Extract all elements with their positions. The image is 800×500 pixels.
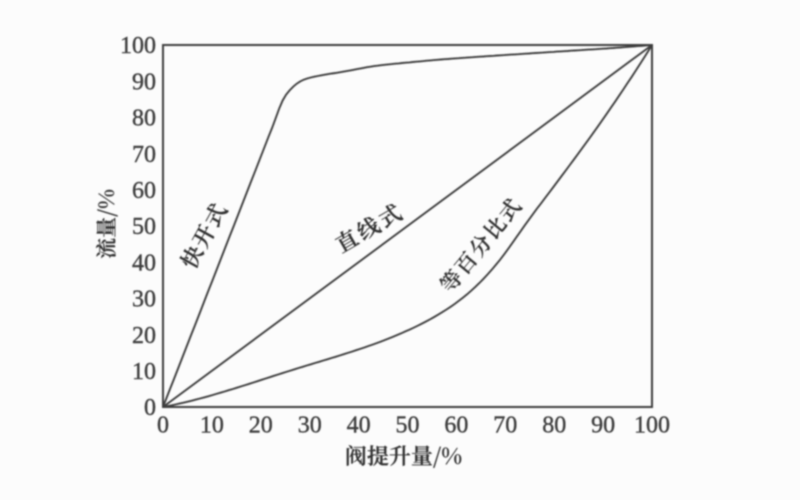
svg-text:50: 50 — [132, 214, 156, 240]
svg-text:10: 10 — [200, 413, 224, 439]
svg-text:70: 70 — [493, 413, 517, 439]
svg-text:70: 70 — [132, 142, 156, 168]
svg-text:90: 90 — [132, 69, 156, 95]
svg-text:40: 40 — [347, 413, 371, 439]
svg-text:90: 90 — [591, 413, 615, 439]
svg-text:50: 50 — [396, 413, 420, 439]
svg-text:0: 0 — [144, 395, 156, 421]
svg-text:20: 20 — [249, 413, 273, 439]
svg-text:20: 20 — [132, 323, 156, 349]
svg-text:60: 60 — [132, 178, 156, 204]
svg-text:40: 40 — [132, 250, 156, 276]
svg-text:30: 30 — [132, 287, 156, 313]
svg-text:10: 10 — [132, 359, 156, 385]
svg-text:80: 80 — [542, 413, 566, 439]
svg-text:100: 100 — [634, 413, 670, 439]
svg-text:100: 100 — [120, 33, 156, 59]
svg-text:60: 60 — [444, 413, 468, 439]
svg-text:80: 80 — [132, 106, 156, 132]
svg-text:30: 30 — [298, 413, 322, 439]
svg-text:0: 0 — [157, 413, 169, 439]
